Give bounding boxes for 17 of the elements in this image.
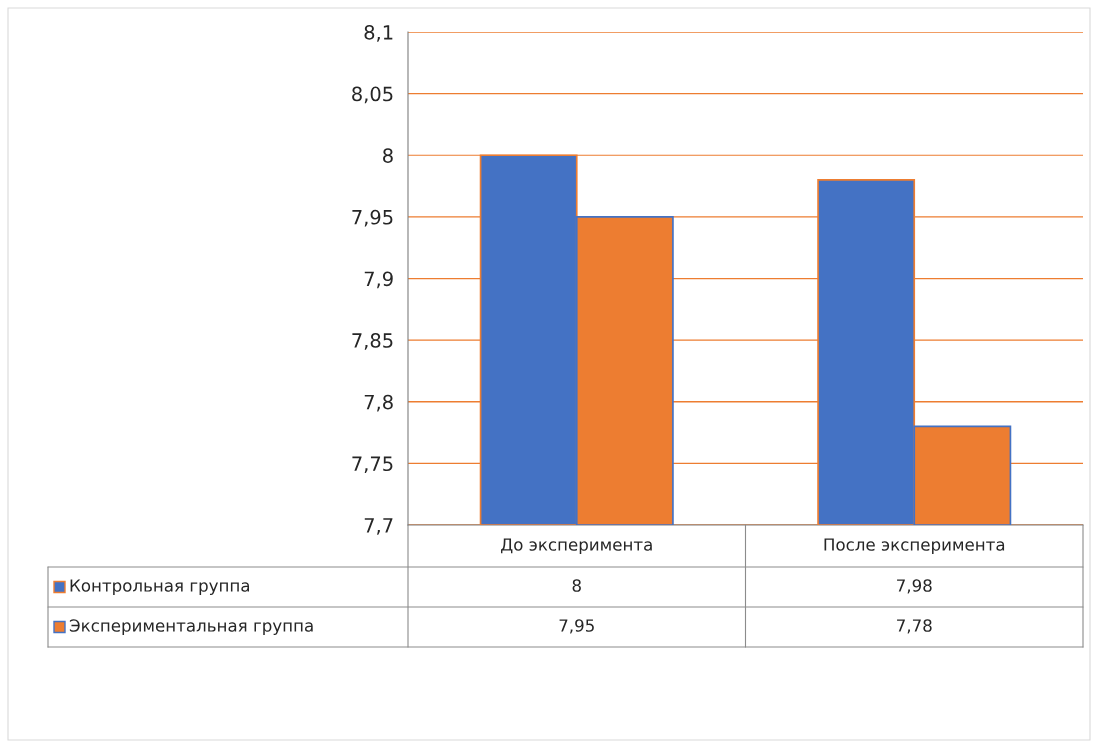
legend-label: Экспериментальная группа [69,619,313,636]
legend-label: Контрольная группа [70,579,250,596]
x-tick-label: После эксперимента [824,538,1005,555]
y-tick-label: 7,95 [352,209,393,227]
y-tick-label: 7,8 [364,394,393,412]
y-tick-label: 8 [383,148,393,163]
y-tick-label: 7,75 [352,456,393,474]
y-tick-label: 7,85 [352,333,393,350]
data-label: 7,78 [897,619,932,634]
data-label: 8 [572,579,581,592]
y-tick-label: 8,05 [352,86,393,104]
x-tick-label: До эксперимента [501,538,652,555]
y-tick-label: 7,7 [364,518,393,535]
y-tick-label: 7,9 [364,271,393,289]
data-label: 7,95 [559,619,594,634]
data-label: 7,98 [897,579,932,594]
y-tick-label: 8,1 [364,24,393,42]
